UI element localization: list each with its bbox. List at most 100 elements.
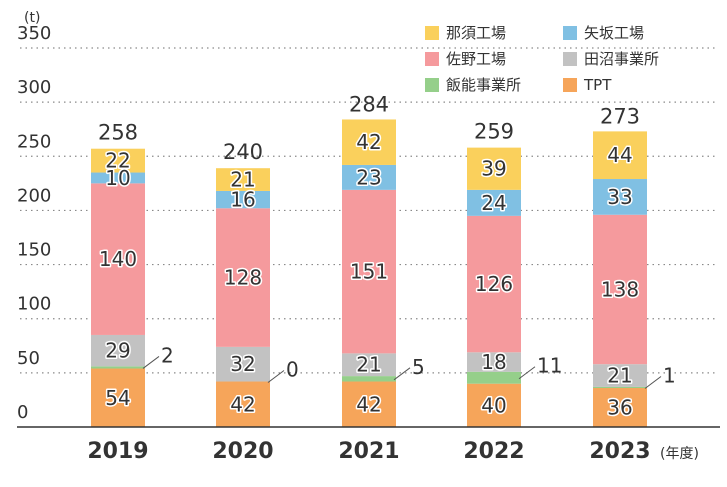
segment-label-2023-4: 33 [607,185,632,209]
callout-line-2023 [644,376,662,389]
y-tick-label-100: 100 [17,294,51,315]
segment-label-2023-0: 36 [607,396,632,420]
segment-label-2021-4: 23 [356,165,381,189]
bar-segment-2022-2 [467,352,521,372]
bar-segment-2023-1 [593,386,647,389]
segment-label-2020-2: 32 [230,352,255,376]
callout-line-2019 [142,356,160,369]
y-tick-label-300: 300 [17,77,51,98]
segment-label-2022-4: 24 [481,191,506,215]
bar-segment-2021-2 [342,353,396,377]
bar-segment-2021-1 [342,376,396,382]
bar-segment-2019-0 [91,368,145,427]
bar-segment-2020-3 [216,208,270,347]
segment-label-2022-3: 126 [475,272,513,296]
total-label-2020: 240 [223,140,263,164]
bar-segment-2020-4 [216,190,270,209]
callout-line-2021 [393,367,411,381]
legend-label-3: 田沼事業所 [584,50,659,68]
legend-swatch-5 [563,78,577,92]
segment-label-2020-4: 16 [230,188,255,212]
bar-segment-2022-5 [467,147,521,190]
segment-label-2022-2: 18 [481,350,506,374]
bar-segment-2023-4 [593,179,647,215]
segment-label-2019-3: 140 [99,247,137,271]
segment-label-2020-3: 128 [224,266,262,290]
bar-segment-2022-4 [467,189,521,216]
segment-label-2019-0: 54 [105,386,130,410]
y-tick-label-150: 150 [17,240,51,261]
callout-label-2019: 2 [161,343,174,367]
segment-label-2019-5: 22 [105,149,130,173]
callout-label-2022: 11 [537,354,562,378]
callout-line-2020 [267,370,285,383]
bar-segment-2023-3 [593,214,647,365]
bar-segment-2023-2 [593,364,647,387]
data-labels: 5422914010222584203212816212404252115123… [97,92,676,421]
legend-label-5: TPT [583,76,612,94]
bar-segment-2022-1 [467,371,521,384]
y-tick-label-50: 50 [17,348,40,369]
segment-label-2020-0: 42 [230,392,255,416]
x-tick-label-2023: 2023 [589,439,650,464]
bar-segment-2021-5 [342,119,396,165]
bar-segment-2021-3 [342,189,396,354]
bar-segment-2023-0 [593,388,647,427]
bar-segment-2019-2 [91,334,145,367]
segment-label-2019-4: 10 [105,166,130,190]
total-label-2021: 284 [349,92,389,116]
segment-label-2021-3: 151 [350,260,388,284]
y-tick-label-250: 250 [17,131,51,152]
x-tick-label-2022: 2022 [463,439,524,464]
segment-label-2020-5: 21 [230,168,255,192]
y-unit-label: (t) [24,10,40,26]
bar-segment-2021-4 [342,164,396,190]
segment-label-2023-2: 21 [607,364,632,388]
segment-label-2023-3: 138 [601,277,639,301]
bar-segment-2020-2 [216,346,270,382]
legend-label-1: 矢坂工場 [584,24,644,42]
segment-label-2023-5: 44 [607,143,632,167]
x-tick-label-2021: 2021 [338,439,399,464]
bar-segment-2022-0 [467,383,521,427]
segment-label-2021-2: 21 [356,353,381,377]
bar-segment-2019-4 [91,172,145,184]
legend-swatch-1 [563,26,577,40]
x-unit-label: (年度) [660,446,699,462]
legend-label-4: 飯能事業所 [446,76,521,94]
segment-label-2021-5: 42 [356,130,381,154]
callout-label-2021: 5 [412,355,425,379]
bar-segment-2021-0 [342,381,396,427]
bar-segment-2023-5 [593,131,647,180]
bar-segment-2019-1 [91,366,145,369]
callout-label-2023: 1 [663,363,676,387]
legend-swatch-0 [425,26,439,40]
total-label-2022: 259 [474,120,514,144]
legend-label-0: 那須工場 [446,24,506,42]
callout-line-2022 [518,366,536,380]
legend-swatch-3 [563,52,577,66]
y-tick-label-350: 350 [17,23,51,44]
x-tick-label-2020: 2020 [212,439,273,464]
segment-label-2019-2: 29 [105,339,130,363]
legend-swatch-2 [425,52,439,66]
y-axis: 0 50 100 150 200 250 300 350 [17,23,51,423]
x-axis: 2019 2020 2021 2022 2023 [17,426,720,464]
bars [91,119,647,427]
y-tick-label-0: 0 [17,402,28,423]
bar-segment-2020-0 [216,381,270,427]
bar-segment-2022-3 [467,215,521,353]
total-label-2023: 273 [600,104,640,128]
bar-segment-2019-3 [91,183,145,335]
y-tick-label-200: 200 [17,185,51,206]
segment-label-2022-0: 40 [481,393,506,417]
segment-label-2022-5: 39 [481,157,506,181]
bar-segment-2019-5 [91,148,145,173]
x-tick-label-2019: 2019 [87,439,148,464]
total-label-2019: 258 [98,121,138,145]
bar-segment-2020-5 [216,168,270,191]
legend-label-2: 佐野工場 [446,50,506,68]
segment-label-2021-0: 42 [356,392,381,416]
